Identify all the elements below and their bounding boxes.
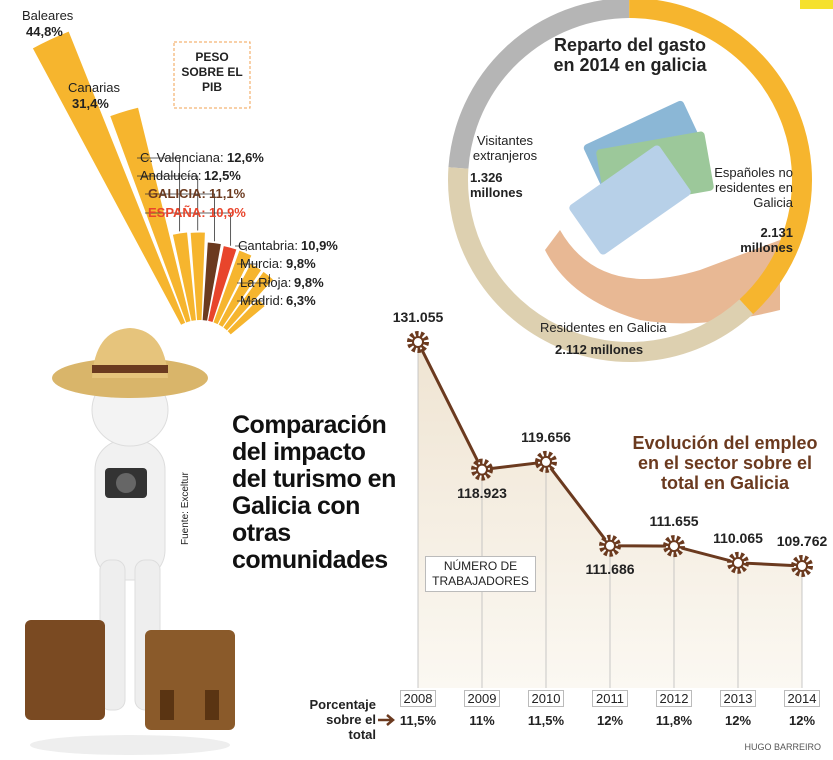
legend-title: PESO SOBRE EL PIB: [180, 50, 244, 95]
corner-tag: [800, 0, 833, 9]
fan-label: Canarias: [68, 80, 120, 95]
credit: HUGO BARREIRO: [744, 740, 821, 755]
donut-label: Residentes en Galicia: [540, 320, 666, 335]
fan-value: 11,1%: [209, 186, 245, 201]
money-photo: [545, 100, 780, 324]
gear-hub: [605, 541, 615, 551]
chart-title: Evolución del empleo en el sector sobre …: [630, 433, 820, 493]
value-label: 119.656: [516, 430, 576, 445]
donut-value: 2.112 millones: [555, 342, 643, 357]
gear-hub: [669, 541, 679, 551]
gear-hub: [797, 561, 807, 571]
share-value: 12%: [713, 713, 763, 728]
fan-label: Madrid:: [240, 293, 283, 308]
gear-hub: [477, 465, 487, 475]
donut-label: Españoles no residentes en Galicia: [685, 165, 793, 210]
tourist-figure: [25, 328, 235, 755]
fan-label: Andalucía:: [140, 168, 201, 183]
graphics: [0, 0, 833, 760]
x-tick-label: 2009: [464, 690, 500, 707]
share-value: 11,8%: [649, 713, 699, 728]
share-arrow: [378, 715, 393, 725]
value-label: 109.762: [772, 534, 832, 549]
fan-value: 44,8%: [26, 24, 63, 39]
share-value: 12%: [777, 713, 827, 728]
value-label: 111.655: [644, 514, 704, 529]
fan-label: Cantabria:: [238, 238, 298, 253]
fan-value: 9,8%: [294, 275, 324, 290]
source: Fuente: Exceltur: [178, 472, 193, 545]
share-label: Porcentaje sobre el total: [296, 697, 376, 742]
share-value: 11,5%: [393, 713, 443, 728]
infographic: HUGO BARREIRO Comparación del impacto del…: [0, 0, 833, 760]
x-tick-label: 2011: [592, 690, 628, 707]
fan-label: Murcia:: [240, 256, 283, 271]
fan-label: C. Valenciana:: [140, 150, 224, 165]
donut-value: 1.326 millones: [470, 170, 540, 200]
value-label: 131.055: [388, 310, 448, 325]
gear-hub: [413, 337, 423, 347]
gear-hub: [541, 457, 551, 467]
x-tick-label: 2013: [720, 690, 756, 707]
fan-label: Baleares: [22, 8, 73, 23]
share-value: 11%: [457, 713, 507, 728]
x-tick-label: 2008: [400, 690, 436, 707]
share-value: 11,5%: [521, 713, 571, 728]
fan-label: GALICIA:: [148, 186, 206, 201]
annotation: NÚMERO DE TRABAJADORES: [425, 556, 536, 592]
donut-label: Visitantes extranjeros: [455, 133, 555, 163]
fan-value: 12,6%: [227, 150, 264, 165]
fan-value: 6,3%: [286, 293, 316, 308]
fan-value: 31,4%: [72, 96, 109, 111]
x-tick-label: 2012: [656, 690, 692, 707]
x-tick-label: 2010: [528, 690, 564, 707]
fan-label: ESPAÑA:: [148, 205, 206, 220]
chart-title: Comparación del impacto del turismo en G…: [232, 412, 402, 574]
value-label: 118.923: [452, 486, 512, 501]
fan-value: 10,9%: [301, 238, 338, 253]
donut-value: 2.131 millones: [715, 225, 793, 255]
chart-title: Reparto del gasto en 2014 en galicia: [545, 35, 715, 75]
gear-hub: [733, 558, 743, 568]
fan-value: 10,9%: [209, 205, 246, 220]
fan-value: 9,8%: [286, 256, 316, 271]
x-tick-label: 2014: [784, 690, 820, 707]
fan-value: 12,5%: [204, 168, 241, 183]
value-label: 111.686: [580, 562, 640, 577]
share-value: 12%: [585, 713, 635, 728]
fan-label: La Rioja:: [240, 275, 291, 290]
value-label: 110.065: [708, 531, 768, 546]
